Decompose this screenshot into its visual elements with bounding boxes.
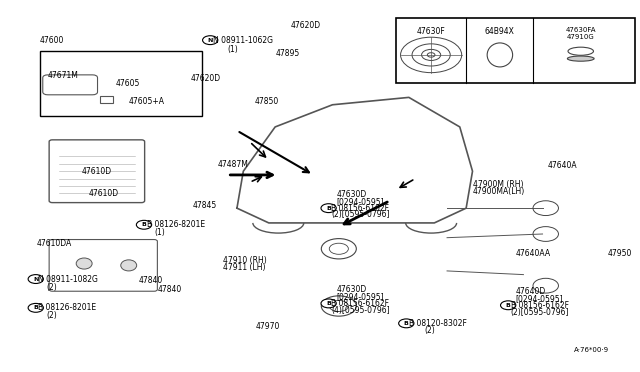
Text: 47850: 47850 — [254, 97, 278, 106]
FancyBboxPatch shape — [43, 75, 97, 95]
Text: [0294-0595]: [0294-0595] — [336, 197, 384, 206]
Circle shape — [399, 319, 414, 328]
Circle shape — [500, 301, 516, 310]
Text: 47605: 47605 — [116, 79, 140, 88]
Text: B: B — [141, 222, 147, 227]
Ellipse shape — [568, 47, 593, 55]
Text: 47610D: 47610D — [88, 189, 118, 198]
Text: (2)[0595-0796]: (2)[0595-0796] — [511, 308, 569, 317]
Text: [0294-0595]: [0294-0595] — [336, 292, 384, 301]
Text: 47640D: 47640D — [516, 288, 546, 296]
Text: 47620D: 47620D — [191, 74, 221, 83]
FancyBboxPatch shape — [49, 240, 157, 291]
Text: B 08126-8201E: B 08126-8201E — [147, 220, 205, 229]
Text: (2): (2) — [46, 311, 57, 320]
Text: B 08156-6162F: B 08156-6162F — [511, 301, 569, 310]
Ellipse shape — [121, 260, 137, 271]
Circle shape — [28, 304, 44, 312]
Text: 47620D: 47620D — [291, 21, 321, 30]
Bar — [396, 18, 635, 83]
Text: N 08911-1082G: N 08911-1082G — [38, 275, 98, 283]
Text: (4)[0595-0796]: (4)[0595-0796] — [331, 306, 390, 315]
Text: 47630D: 47630D — [336, 190, 367, 199]
Text: 47600: 47600 — [40, 36, 64, 45]
Text: (2): (2) — [46, 283, 57, 292]
Circle shape — [136, 220, 152, 229]
Text: 64B94X: 64B94X — [485, 27, 515, 36]
Text: 47950: 47950 — [607, 249, 632, 258]
FancyBboxPatch shape — [49, 140, 145, 203]
Ellipse shape — [568, 56, 594, 61]
Text: B 08156-6162F: B 08156-6162F — [331, 203, 389, 213]
Text: B: B — [326, 206, 331, 211]
Text: 47487M: 47487M — [218, 160, 249, 169]
Circle shape — [321, 204, 336, 212]
Text: B 08126-8201E: B 08126-8201E — [38, 303, 97, 312]
Bar — [40, 51, 202, 116]
Text: 47840: 47840 — [157, 285, 182, 294]
Text: 47900M (RH): 47900M (RH) — [472, 180, 523, 189]
Text: 47910 (RH): 47910 (RH) — [223, 256, 267, 265]
Text: 47630F: 47630F — [417, 27, 445, 36]
Text: 47610D: 47610D — [82, 167, 112, 176]
Text: (1): (1) — [227, 45, 238, 54]
Text: B: B — [506, 303, 511, 308]
Text: 47640AA: 47640AA — [516, 249, 551, 258]
Text: (2): (2) — [425, 326, 435, 335]
Text: 47840: 47840 — [138, 276, 163, 285]
Text: B: B — [326, 301, 331, 306]
Bar — [100, 96, 113, 103]
Text: N: N — [33, 276, 38, 282]
Text: N 08911-1062G: N 08911-1062G — [212, 36, 273, 45]
Text: 47900MA(LH): 47900MA(LH) — [472, 187, 525, 196]
Circle shape — [203, 36, 218, 45]
Text: B 08120-8302F: B 08120-8302F — [409, 319, 467, 328]
Text: (2)[0595-0796]: (2)[0595-0796] — [331, 210, 390, 219]
Text: B 08156-6162F: B 08156-6162F — [331, 299, 389, 308]
Text: 47610DA: 47610DA — [36, 239, 72, 248]
Text: B: B — [404, 321, 409, 326]
Text: A·76*00·9: A·76*00·9 — [574, 347, 609, 353]
Ellipse shape — [76, 258, 92, 269]
Text: 47630FA
47910G: 47630FA 47910G — [566, 27, 596, 40]
Circle shape — [28, 275, 44, 283]
Circle shape — [321, 299, 336, 308]
Text: 47845: 47845 — [193, 201, 216, 210]
Text: N: N — [207, 38, 213, 43]
Text: 47911 (LH): 47911 (LH) — [223, 263, 266, 272]
Text: 47671M: 47671M — [48, 71, 79, 80]
Text: [0294-0595]: [0294-0595] — [516, 294, 563, 303]
Text: 47970: 47970 — [256, 322, 280, 331]
Text: B: B — [33, 305, 38, 310]
Text: 47630D: 47630D — [336, 285, 367, 294]
Text: (1): (1) — [154, 228, 165, 237]
Text: 47605+A: 47605+A — [129, 97, 164, 106]
Text: 47895: 47895 — [275, 49, 300, 58]
Text: 47640A: 47640A — [548, 161, 577, 170]
